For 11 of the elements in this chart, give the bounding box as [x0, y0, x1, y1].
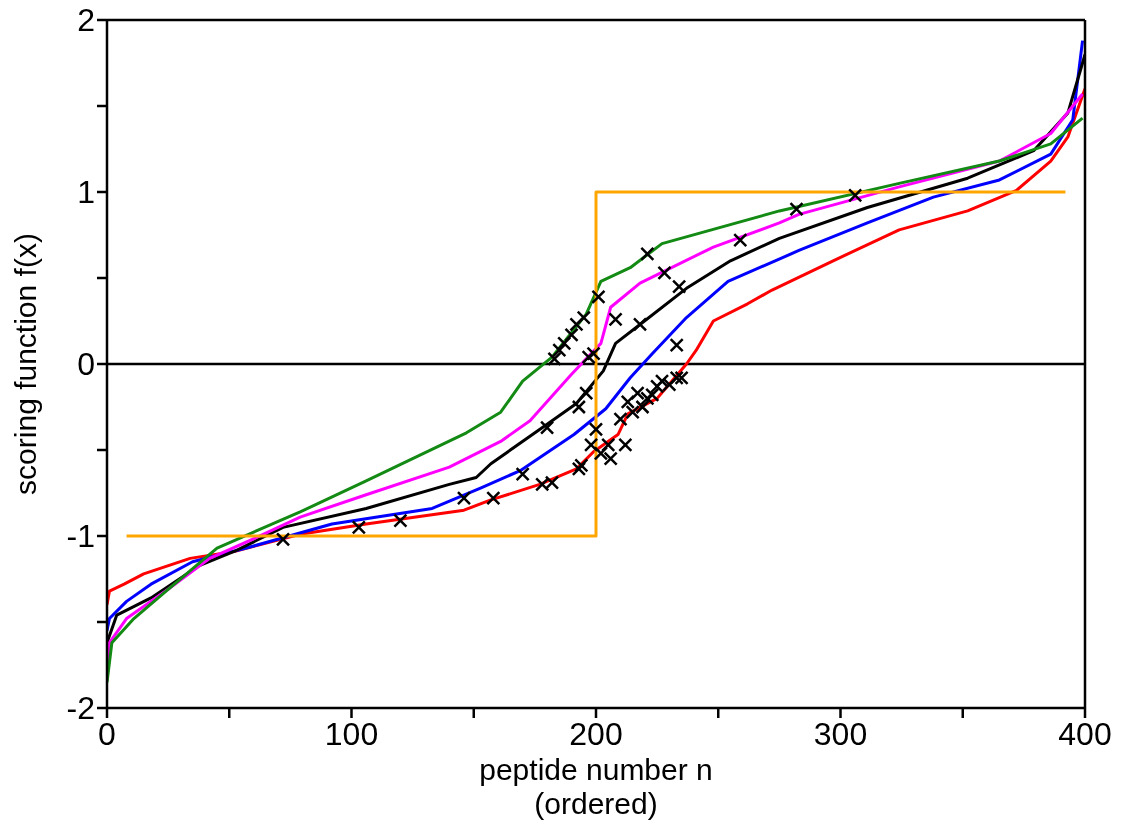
y-tick-label: -1 [66, 518, 95, 555]
x-tick-label: 300 [813, 715, 868, 752]
y-tick-label: -2 [66, 690, 95, 727]
y-tick-label: 1 [77, 174, 95, 211]
y-tick-label: 2 [77, 2, 95, 39]
x-axis-title: peptide number n (ordered) [479, 753, 713, 820]
y-axis-title: scoring function f(x) [9, 233, 42, 495]
y-tick-label: 0 [77, 346, 95, 383]
x-tick-label: 200 [569, 715, 623, 752]
x-tick-label: 400 [1058, 715, 1112, 752]
x-tick-label: 100 [324, 715, 379, 752]
